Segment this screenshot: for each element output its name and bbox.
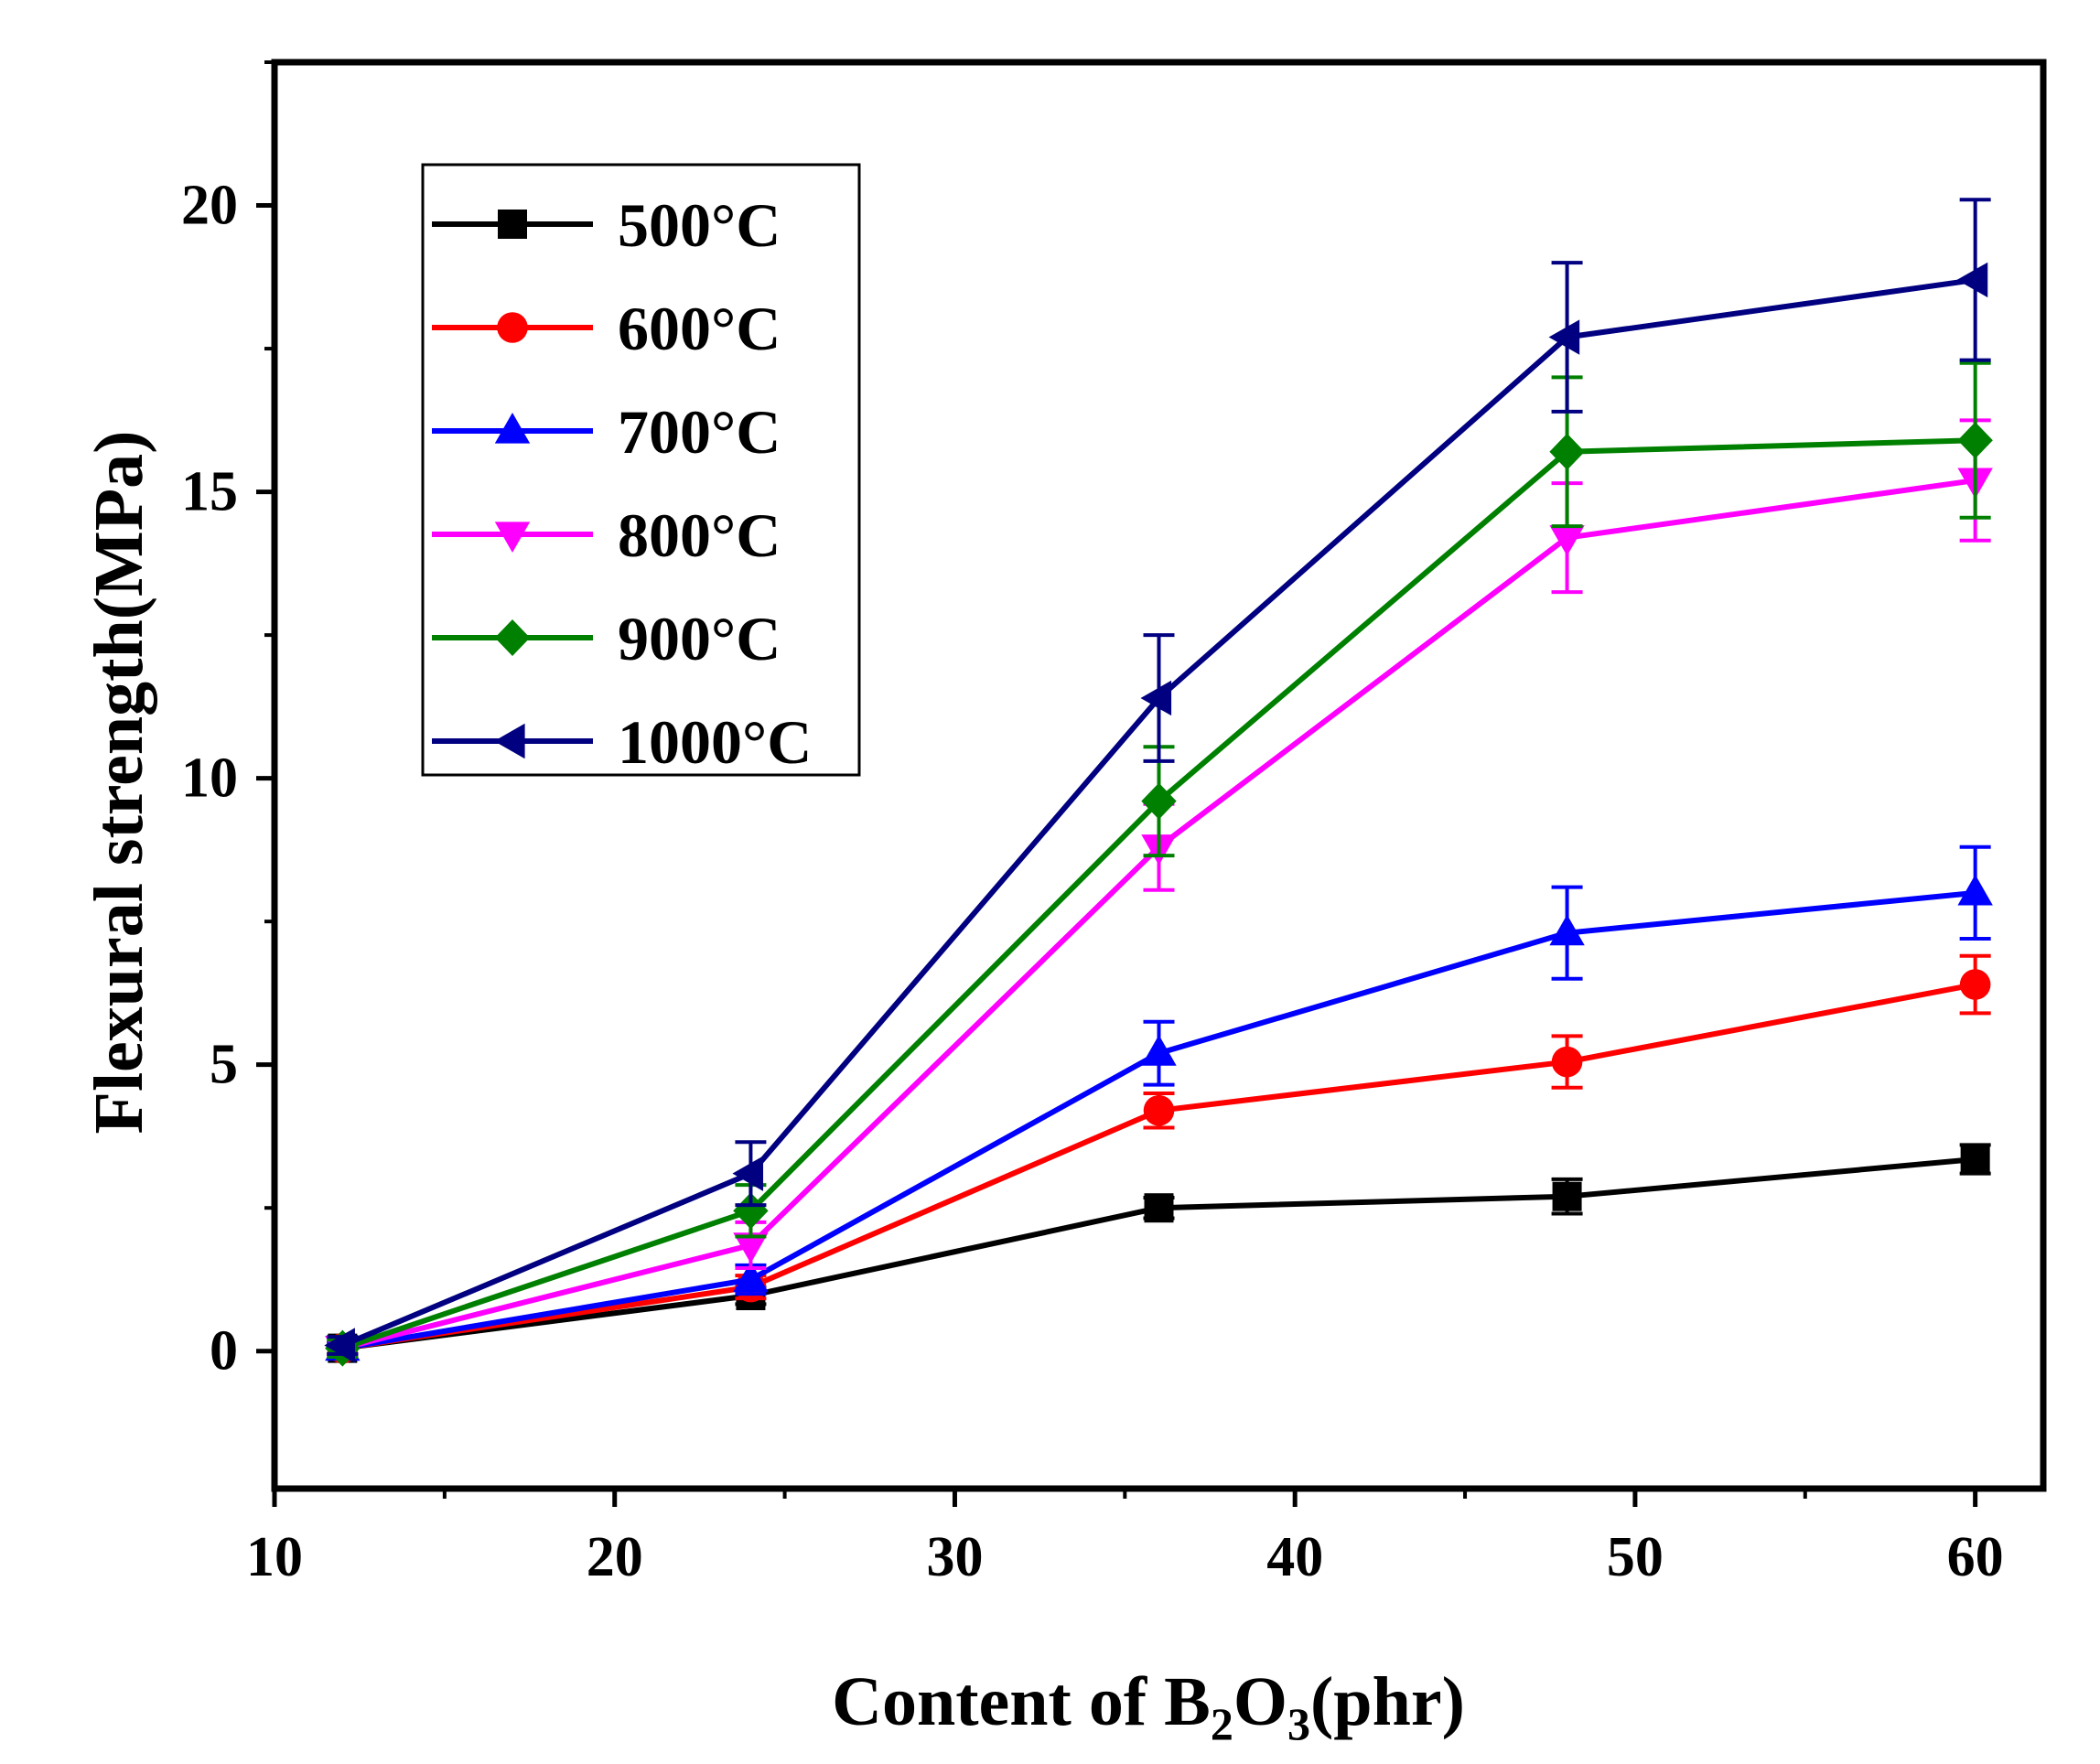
y-tick-label: 20: [181, 175, 238, 237]
legend-item: 900°C: [432, 604, 781, 673]
legend-label: 600°C: [618, 294, 781, 363]
data-point: [733, 1232, 769, 1264]
legend-item: 500°C: [432, 190, 781, 260]
legend-marker: [494, 413, 531, 444]
legend-box: [421, 163, 861, 777]
legend: 500°C 600°C 700°C 800°C 900°C 1000°C: [421, 163, 861, 777]
legend-marker: [498, 210, 527, 239]
legend-item: 1000°C: [432, 707, 812, 777]
data-point: [1141, 782, 1177, 820]
series-layer: [324, 198, 1993, 1367]
data-point: [733, 1261, 769, 1293]
legend-item: 600°C: [432, 294, 781, 363]
legend-label: 1000°C: [618, 707, 812, 777]
series-5: [324, 198, 1991, 1363]
x-axis-title-mid: O: [1233, 1663, 1287, 1740]
data-point: [1549, 525, 1585, 556]
data-point: [1140, 680, 1172, 716]
x-tick-label: 10: [246, 1526, 303, 1588]
legend-label: 800°C: [618, 500, 781, 570]
data-point: [1959, 969, 1991, 1000]
data-point: [1141, 1035, 1177, 1066]
legend-marker: [494, 522, 531, 553]
data-point: [1551, 1046, 1583, 1078]
data-point: [1143, 1094, 1175, 1126]
data-point: [732, 1156, 764, 1191]
data-point: [1549, 914, 1585, 946]
data-point: [733, 1192, 769, 1230]
data-point: [1957, 874, 1993, 906]
x-axis-title: Content of B2O3(phr): [832, 1663, 1465, 1749]
x-axis-title-suffix: (phr): [1310, 1663, 1465, 1740]
data-point: [1144, 1193, 1174, 1223]
y-tick-label: 5: [210, 1034, 238, 1096]
y-tick-label: 15: [181, 461, 238, 523]
x-axis: 10 20 30 40 50 60: [246, 1489, 2004, 1588]
legend-label: 900°C: [618, 604, 781, 673]
legend-item: 700°C: [432, 397, 781, 467]
data-point: [1960, 1144, 1990, 1174]
x-axis-title-prefix: Content of B: [832, 1663, 1211, 1740]
legend-marker: [497, 312, 528, 343]
y-tick-label: 0: [210, 1320, 238, 1382]
x-tick-label: 30: [926, 1526, 983, 1588]
legend-label: 700°C: [618, 397, 781, 467]
y-axis-title: Flexural strength(MPa): [81, 431, 157, 1135]
data-point: [1549, 433, 1585, 470]
legend-label: 500°C: [618, 190, 781, 260]
x-tick-label: 20: [587, 1526, 643, 1588]
legend-marker: [494, 619, 531, 656]
x-axis-title-sub2: 3: [1287, 1698, 1310, 1749]
legend-marker: [494, 723, 525, 759]
y-tick-label: 10: [181, 748, 238, 810]
data-point: [1548, 319, 1580, 355]
legend-items: 500°C 600°C 700°C 800°C 900°C 1000°C: [432, 190, 812, 777]
data-point: [1552, 1181, 1582, 1211]
data-point: [324, 1328, 355, 1363]
x-tick-label: 60: [1947, 1526, 2004, 1588]
x-axis-title-sub1: 2: [1211, 1698, 1233, 1749]
x-tick-label: 50: [1607, 1526, 1664, 1588]
data-point: [1957, 422, 1993, 459]
legend-item: 800°C: [432, 500, 781, 570]
x-tick-label: 40: [1266, 1526, 1323, 1588]
y-axis: 0 5 10 15 20: [181, 60, 275, 1382]
data-point: [1956, 262, 1988, 298]
plot-frame: [271, 59, 2047, 1492]
